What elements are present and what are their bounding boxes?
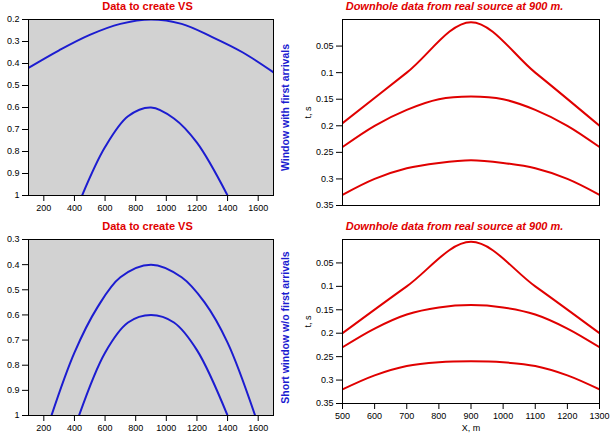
svg-text:200: 200 (36, 203, 51, 213)
svg-text:0.9: 0.9 (7, 168, 20, 178)
svg-text:900: 900 (463, 411, 478, 421)
svg-text:1: 1 (14, 410, 19, 420)
svg-text:1000: 1000 (493, 411, 513, 421)
svg-text:X, m: X, m (462, 423, 481, 433)
svg-text:0.4: 0.4 (7, 58, 20, 68)
svg-text:0.35: 0.35 (316, 398, 334, 408)
svg-text:400: 400 (67, 423, 82, 433)
svg-text:0.15: 0.15 (316, 305, 334, 315)
svg-text:0.5: 0.5 (7, 80, 20, 90)
svg-text:0.4: 0.4 (7, 260, 20, 270)
svg-text:800: 800 (431, 411, 446, 421)
svg-text:700: 700 (399, 411, 414, 421)
svg-text:0.05: 0.05 (316, 258, 334, 268)
svg-text:0.3: 0.3 (321, 174, 334, 184)
svg-text:0.25: 0.25 (316, 147, 334, 157)
svg-text:200: 200 (36, 423, 51, 433)
svg-text:600: 600 (367, 411, 382, 421)
svg-text:400: 400 (67, 203, 82, 213)
svg-text:Short window w/o first arrival: Short window w/o first arrivals (279, 251, 291, 403)
svg-text:1200: 1200 (187, 203, 207, 213)
html-text:Downhole data from real source: Downhole data from real source at 900 m. (345, 0, 564, 12)
svg-text:t, s: t, s (303, 106, 313, 119)
html-text:Downhole data from real source: Downhole data from real source at 900 m. (345, 220, 564, 232)
svg-text:0.6: 0.6 (7, 310, 20, 320)
svg-text:600: 600 (98, 203, 113, 213)
svg-text:1100: 1100 (526, 411, 545, 421)
svg-text:0.35: 0.35 (316, 200, 334, 210)
svg-text:0.3: 0.3 (321, 375, 334, 385)
svg-text:0.6: 0.6 (7, 102, 20, 112)
svg-text:0.05: 0.05 (316, 41, 334, 51)
svg-text:1200: 1200 (187, 423, 207, 433)
html-text:Data to create VS: Data to create VS (102, 220, 193, 232)
svg-text:1000: 1000 (156, 423, 176, 433)
svg-text:0.5: 0.5 (7, 285, 20, 295)
svg-text:0.8: 0.8 (7, 146, 20, 156)
svg-text:Window with first arrivals: Window with first arrivals (279, 44, 291, 171)
svg-text:800: 800 (128, 203, 143, 213)
svg-text:0.9: 0.9 (7, 385, 20, 395)
svg-text:1400: 1400 (218, 423, 238, 433)
svg-text:1600: 1600 (248, 203, 268, 213)
svg-text:0.3: 0.3 (7, 36, 20, 46)
svg-text:0.2: 0.2 (321, 328, 334, 338)
svg-text:t, s: t, s (303, 315, 313, 328)
svg-text:1400: 1400 (218, 203, 238, 213)
svg-text:0.15: 0.15 (316, 94, 334, 104)
svg-text:0.7: 0.7 (7, 335, 20, 345)
svg-text:1300: 1300 (589, 411, 609, 421)
svg-text:1000: 1000 (156, 203, 176, 213)
svg-text:0.8: 0.8 (7, 360, 20, 370)
svg-text:800: 800 (128, 423, 143, 433)
svg-text:0.3: 0.3 (7, 234, 20, 244)
html-text:Data to create VS: Data to create VS (102, 0, 193, 12)
svg-text:0.2: 0.2 (321, 121, 334, 131)
svg-text:0.25: 0.25 (316, 352, 334, 362)
svg-text:1600: 1600 (248, 423, 268, 433)
svg-text:1200: 1200 (557, 411, 577, 421)
svg-text:0.2: 0.2 (7, 14, 20, 24)
svg-text:0.7: 0.7 (7, 124, 20, 134)
svg-text:0.1: 0.1 (321, 281, 334, 291)
svg-text:0.1: 0.1 (321, 68, 334, 78)
svg-text:500: 500 (335, 411, 350, 421)
svg-text:600: 600 (98, 423, 113, 433)
svg-text:1: 1 (14, 190, 19, 200)
